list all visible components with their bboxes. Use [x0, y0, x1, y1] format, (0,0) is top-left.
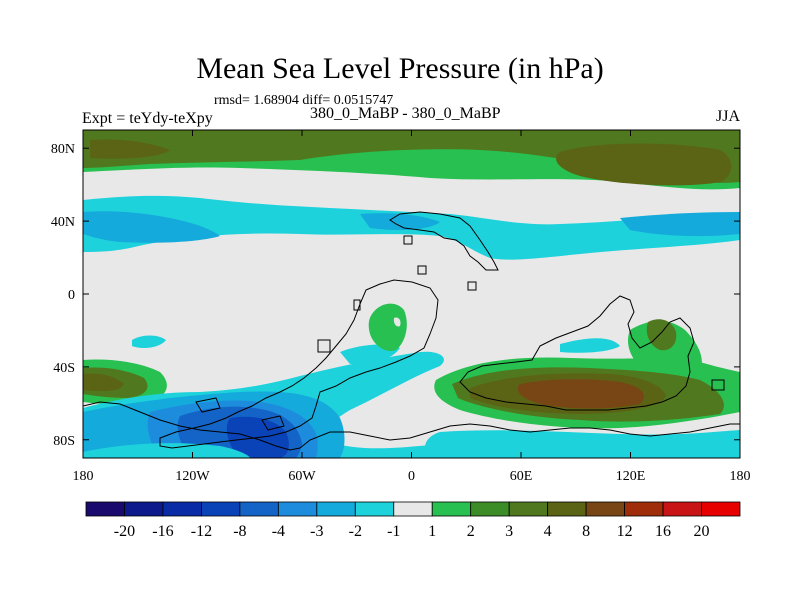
x-tick-label: 180 [73, 469, 94, 484]
colorbar-label: 2 [467, 523, 475, 540]
colorbar-swatch [701, 501, 741, 517]
region-north-blue-belt [83, 211, 220, 243]
colorbar-label: -1 [387, 523, 400, 540]
region-east-strip-cyan [560, 338, 620, 353]
region-pacific-small-cyan [132, 335, 166, 348]
region-tropical-atlantic-spot [393, 317, 401, 327]
coastline-island-east-1 [711, 379, 725, 391]
colorbar-swatch [316, 501, 356, 517]
region-south-pacific-brown [83, 373, 124, 392]
colorbar-swatch [239, 501, 279, 517]
coastline-island-north-1 [403, 235, 413, 245]
colorbar-swatch [585, 501, 625, 517]
region-east-high-olive [646, 319, 677, 351]
colorbar-label: 1 [428, 523, 436, 540]
colorbar-swatch [354, 501, 395, 517]
region-arctic-brown-west [90, 139, 170, 159]
x-tick-label: 0 [408, 469, 415, 484]
colorbar-swatch [624, 501, 664, 517]
colorbar-swatch [162, 501, 202, 517]
colorbar-label: 4 [544, 523, 552, 540]
colorbar-swatch [277, 501, 318, 517]
y-tick-label: 80S [53, 434, 75, 449]
subtitle-label: 380_0_MaBP - 380_0_MaBP [310, 105, 501, 122]
colorbar-label: -12 [191, 523, 212, 540]
coastline-gondwana-east [459, 295, 695, 411]
region-north-blue-belt-mid [360, 213, 440, 230]
coastline-island-sw-1 [261, 415, 285, 431]
colorbar: -20 -16 -12 -8 -4 -3 -2 -1 1 2 3 4 8 12 16 20 [85, 501, 741, 540]
region-arctic-brown [556, 143, 732, 186]
colorbar-label: 3 [505, 523, 513, 540]
x-tick-label: 120W [175, 469, 210, 484]
colorbar-swatch [662, 501, 702, 517]
coastline-island-north-2 [417, 265, 427, 275]
x-tick-label: 60E [510, 469, 533, 484]
colorbar-label: -16 [152, 523, 173, 540]
coastlines [83, 211, 740, 451]
x-tick-label: 180 [730, 469, 751, 484]
coastline-gondwana-west [159, 279, 439, 449]
colorbar-label: -2 [349, 523, 362, 540]
region-arctic-olive [83, 130, 740, 183]
colorbar-swatch [85, 501, 125, 517]
coastline-island-south-1 [317, 339, 331, 353]
colorbar-label: 16 [655, 523, 671, 540]
x-tick-label: 60W [288, 469, 316, 484]
coastline-south-polar [83, 401, 740, 451]
coastline-island-tropic-1 [353, 299, 361, 311]
coastline-north-continent [389, 211, 499, 271]
colorbar-label: -8 [233, 523, 246, 540]
colorbar-swatch [508, 501, 549, 517]
colorbar-swatch [393, 501, 433, 517]
colorbar-label: 8 [582, 523, 590, 540]
colorbar-label: 12 [617, 523, 633, 540]
colorbar-swatch [201, 501, 241, 517]
map-field [83, 130, 740, 458]
colorbar-label: -3 [310, 523, 323, 540]
region-south-indian-darkbrown [517, 379, 644, 409]
chart-title: Mean Sea Level Pressure (in hPa) [196, 52, 604, 85]
season-label: JJA [716, 108, 741, 125]
coastline-island-east-2 [195, 397, 221, 413]
y-tick-label: 0 [68, 288, 75, 303]
colorbar-label: -20 [114, 523, 135, 540]
coastline-island-tropic-2 [467, 281, 477, 291]
experiment-label: Expt = teYdy-teXpy [82, 110, 213, 127]
y-tick-label: 80N [51, 142, 75, 157]
y-tick-label: 40N [51, 215, 75, 230]
region-south-mid-cyan [83, 443, 250, 458]
x-tick-label: 120E [616, 469, 646, 484]
region-south-east-cyan [425, 430, 740, 458]
colorbar-swatch [470, 501, 510, 517]
stats-label: rmsd= 1.68904 diff= 0.0515747 [214, 93, 394, 108]
colorbar-label: -4 [272, 523, 285, 540]
colorbar-swatch [547, 501, 587, 517]
map-axes: 180 120W 60W 0 60E 120E 180 80N 40N 0 40S 80S [51, 130, 751, 484]
colorbar-swatch [431, 501, 472, 517]
colorbar-swatch [124, 501, 164, 517]
colorbar-label: 20 [694, 523, 710, 540]
region-north-blue-belt-east [620, 212, 740, 237]
region-tropical-atlantic-green [368, 303, 407, 352]
y-tick-label: 40S [53, 361, 75, 376]
